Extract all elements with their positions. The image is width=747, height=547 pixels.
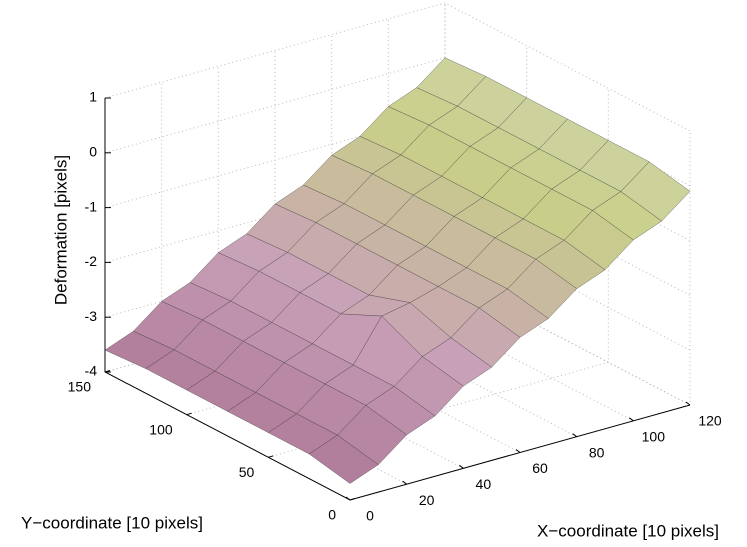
y-tick xyxy=(349,498,356,501)
z-axis-label: Deformation [pixels] xyxy=(51,155,70,305)
y-axis-label: Y−coordinate [10 pixels] xyxy=(21,513,203,532)
z-tick-label: -2 xyxy=(85,253,98,269)
x-tick xyxy=(345,496,351,501)
z-tick-label: 1 xyxy=(89,89,97,105)
x-tick-label: 80 xyxy=(589,444,605,460)
y-tick xyxy=(186,412,192,416)
z-tick-label: 0 xyxy=(89,144,97,160)
x-tick-label: 20 xyxy=(419,492,435,508)
x-tick xyxy=(685,401,691,406)
x-tick xyxy=(459,464,464,469)
x-tick-label: 120 xyxy=(698,413,722,429)
x-axis-label: X−coordinate [10 pixels] xyxy=(537,521,719,540)
x-tick xyxy=(402,480,407,485)
y-tick-label: 150 xyxy=(68,379,92,395)
x-tick xyxy=(572,433,577,438)
z-tick-label: -4 xyxy=(85,363,98,379)
x-tick xyxy=(515,449,521,453)
z-tick-label: -3 xyxy=(85,308,98,324)
x-tick xyxy=(629,417,634,422)
y-tick xyxy=(268,455,274,458)
surface-cell xyxy=(308,434,379,484)
x-tick-label: 40 xyxy=(476,476,492,492)
y-tick-label: 50 xyxy=(239,464,255,480)
y-tick-label: 100 xyxy=(149,421,173,437)
y-tick xyxy=(104,370,111,373)
y-tick-label: 0 xyxy=(328,507,336,523)
x-tick-label: 60 xyxy=(532,460,548,476)
x-tick-label: 0 xyxy=(366,508,374,524)
z-tick-label: -1 xyxy=(85,198,98,214)
x-tick-label: 100 xyxy=(642,429,666,445)
